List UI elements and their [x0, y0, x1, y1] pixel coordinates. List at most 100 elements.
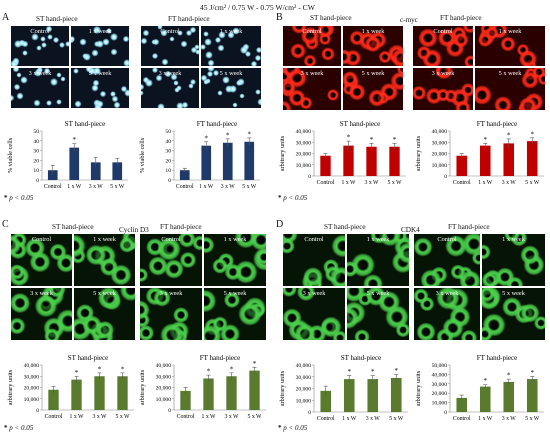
significance-star: * [531, 130, 535, 138]
y-tick-label: 10,000 [296, 398, 312, 404]
x-tick-label: 3 x W [364, 180, 379, 186]
y-tick-label: 0 [168, 408, 171, 414]
bar [47, 170, 58, 180]
image-label: Control [31, 236, 52, 243]
y-tick-label: 40,000 [156, 363, 172, 369]
significance-star: * [507, 372, 511, 380]
x-tick-label: 5 x W [525, 180, 540, 186]
micrograph-a-st-5x: 5 x week [71, 68, 129, 108]
x-tick-label: 5 x W [525, 416, 540, 422]
bar [71, 379, 82, 410]
image-label: 1 x week [219, 28, 243, 35]
y-tick-label: 40,000 [296, 129, 312, 135]
image-label: Control [437, 236, 457, 243]
p-value-text: p < 0.05 [9, 194, 34, 202]
y-tick-label: 20,000 [296, 152, 312, 158]
panel-letter-c: C [2, 219, 9, 230]
micrograph-b-st-1x: 1 x week [343, 26, 403, 66]
panel-a-st-header: ST hand-piece [36, 15, 78, 23]
micrograph-d-st-control: Control [283, 234, 345, 286]
bar [390, 377, 402, 412]
star: * [4, 194, 8, 202]
micrograph-c-st-control: Control [11, 234, 72, 286]
panel-c-ft-header: FT hand-piece [160, 223, 202, 231]
y-axis-label: arbitrary units [415, 135, 422, 171]
micrograph-a-ft-control: Control [141, 26, 199, 66]
micrograph-a-st-3x: 3 x week [11, 68, 69, 108]
image-label: 5 x week [361, 70, 385, 77]
bar [48, 389, 59, 410]
y-tick-label: 30 [33, 149, 39, 155]
chart-c-st: ST hand-piece arbitrary units 0 10,000 20,00… [7, 354, 134, 420]
bar [201, 145, 212, 180]
image-label: 5 x week [93, 290, 116, 297]
x-tick-label: 3 x W [89, 184, 104, 190]
y-tick-label: 10,000 [432, 163, 448, 169]
bar [179, 170, 190, 180]
bar [503, 143, 515, 176]
y-tick-label: 0 [444, 174, 447, 180]
y-tick-label: 30,000 [432, 382, 448, 388]
micrograph-c-ft-5x: 5 x week [204, 288, 266, 340]
image-label: 1 x week [88, 28, 112, 35]
y-tick-label: 20,000 [296, 387, 312, 393]
micrograph-d-st-1x: 1 x week [347, 234, 409, 286]
stat-note-a: * p < 0.05 [4, 194, 33, 202]
y-tick-label: 0 [36, 408, 39, 414]
y-tick-label: 50 [33, 129, 39, 135]
x-tick-label: Control [44, 184, 62, 190]
image-label: 5 x week [88, 70, 112, 77]
micrograph-a-ft-3x: 3 x week [141, 68, 199, 108]
bar [526, 379, 538, 412]
significance-star: * [531, 369, 535, 377]
y-axis-label: % viable cells [139, 137, 146, 173]
image-label: Control [30, 28, 50, 35]
panel-b-marker: c-myc [400, 16, 418, 24]
stat-note-c: * p < 0.05 [4, 424, 33, 432]
bar [320, 390, 332, 412]
y-axis-label: arbitrary units [7, 369, 14, 405]
panel-letter-d: D [276, 219, 284, 230]
y-tick-label: 30 [165, 149, 171, 155]
bar [180, 390, 191, 410]
micrograph-a-st-1x: 1 x week [71, 26, 129, 66]
x-tick-label: 3 x W [502, 416, 517, 422]
bar [69, 147, 80, 180]
significance-star: * [371, 368, 375, 376]
bar [343, 145, 354, 176]
image-label: 3 x week [158, 70, 182, 77]
image-label: 5 x week [366, 290, 390, 297]
bar [249, 370, 260, 410]
micrograph-b-st-5x: 5 x week [343, 68, 403, 110]
chart-title: ST hand-piece [68, 354, 109, 362]
micrograph-d-st-3x: 3 x week [283, 288, 345, 340]
chart-title: FT hand-piece [197, 120, 238, 128]
y-tick-label: 30,000 [156, 374, 172, 380]
chart-b-st: ST hand-piece arbitrary units 0 10,000 20,00… [279, 120, 406, 186]
x-tick-label: Control [177, 414, 195, 420]
y-tick-label: 10 [33, 168, 39, 174]
panel-letter-a: A [2, 12, 10, 23]
y-tick-label: 10 [165, 168, 171, 174]
image-label: Control [161, 236, 181, 243]
significance-star: * [207, 368, 211, 376]
bar [112, 162, 123, 180]
figure-title: 45 J/cm² / 0.75 W - 0.75 W/cm² - CW [200, 3, 315, 12]
image-label: 1 x week [502, 236, 525, 243]
bar [203, 378, 214, 410]
micrograph-b-ft-1x: 1 x week [475, 26, 545, 66]
micrograph-b-st-3x: 3 x week [283, 68, 341, 110]
image-label: Control [433, 28, 453, 35]
bar [222, 142, 233, 180]
image-label: Control [302, 28, 322, 35]
significance-star: * [484, 377, 488, 385]
bar [366, 146, 377, 176]
significance-star: * [253, 360, 257, 368]
bar [320, 155, 331, 176]
x-tick-label: 3 x W [221, 184, 236, 190]
x-tick-label: Control [317, 416, 335, 422]
bar [456, 397, 468, 412]
y-tick-label: 10,000 [432, 401, 448, 407]
chart-d-st: ST hand-piece arbitrary units 0 10,000 20,00… [279, 354, 408, 422]
y-tick-label: 20,000 [156, 386, 172, 392]
